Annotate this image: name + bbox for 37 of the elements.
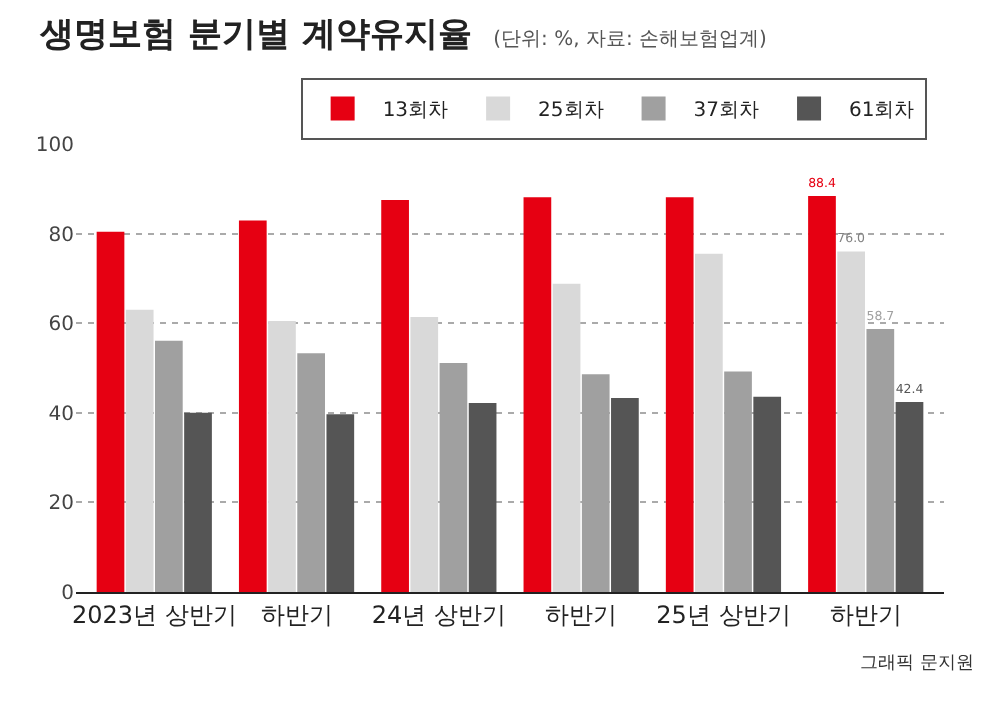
bar xyxy=(552,283,581,592)
x-tick-label: 하반기 xyxy=(829,600,902,629)
text: 그래픽 문지원 xyxy=(860,654,974,674)
bar xyxy=(895,402,924,592)
x-tick-label: 하반기 xyxy=(260,600,333,629)
y-tick-label: 100 xyxy=(35,135,74,157)
y-tick-label: 40 xyxy=(48,403,74,426)
x-tick-label: 24년 상반기 xyxy=(371,600,506,629)
bar xyxy=(238,220,267,592)
bar xyxy=(184,412,212,592)
bar xyxy=(381,200,409,592)
bar xyxy=(125,309,154,592)
y-tick-label: 0 xyxy=(61,583,74,605)
bar xyxy=(410,316,439,592)
chart-title: 생명보험 분기별 계약유지율 xyxy=(38,15,472,56)
bar xyxy=(837,251,865,592)
y-tick-label: 80 xyxy=(48,224,74,247)
bar xyxy=(268,320,296,592)
y-tick-label: 60 xyxy=(48,314,74,337)
bar xyxy=(96,231,125,592)
bar xyxy=(523,197,552,592)
legend-label: 61회차 xyxy=(849,100,915,123)
bar xyxy=(468,402,497,592)
legend-label: 25회차 xyxy=(538,100,604,123)
chart-subtitle: (단위: %, 자료: 손해보험업계) xyxy=(493,29,768,52)
x-tick-label: 2023년 상반기 xyxy=(71,600,237,629)
bar xyxy=(326,414,355,592)
bar xyxy=(611,398,639,592)
x-tick-label: 25년 상반기 xyxy=(656,600,791,629)
legend-label: 37회차 xyxy=(693,100,760,123)
bar xyxy=(808,195,836,592)
bar xyxy=(665,197,694,592)
bar xyxy=(695,253,723,592)
x-tick-label: 하반기 xyxy=(545,600,618,629)
bar xyxy=(753,396,782,592)
y-tick-label: 20 xyxy=(48,493,74,516)
legend-label: 13회차 xyxy=(382,100,449,123)
